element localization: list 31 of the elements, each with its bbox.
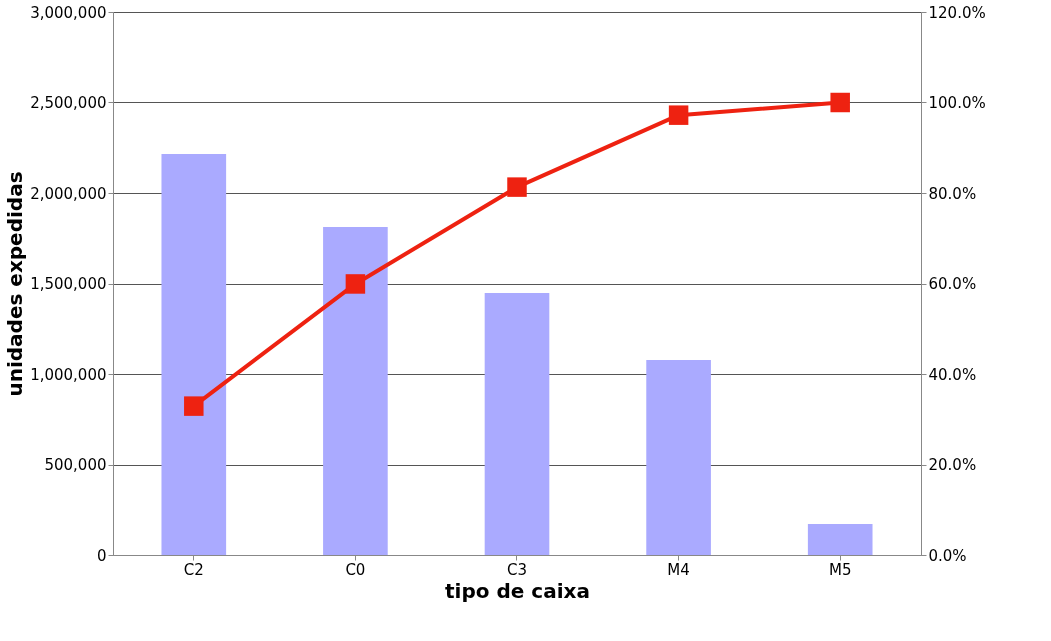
x-tick-label: M5 (828, 560, 852, 579)
y-tick-label: 2,000,000 (30, 184, 107, 203)
y2-tick-label: 40.0% (928, 365, 977, 384)
y-tick-label: 0 (96, 546, 107, 565)
y-tick-label: 500,000 (44, 456, 107, 474)
x-tick-label: C0 (345, 560, 366, 579)
bar (323, 227, 388, 555)
bar (807, 524, 873, 555)
bar (484, 292, 550, 555)
y-tick-label: 2,500,000 (30, 94, 107, 112)
x-tick-label: C3 (506, 560, 528, 579)
bar (646, 360, 711, 555)
x-tick-label: C2 (183, 560, 204, 579)
y-tick-label: 1,500,000 (30, 275, 107, 293)
y-axis-title: unidades expedidas (3, 171, 28, 397)
y2-tick-label: 100.0% (928, 94, 986, 112)
point (345, 274, 366, 294)
y2-tick-label: 120.0% (928, 3, 986, 22)
y-tick-label: 1,000,000 (30, 365, 107, 384)
y-tick-label: 3,000,000 (30, 3, 107, 22)
y2-tick-label: 0.0% (928, 546, 967, 565)
point (830, 92, 850, 113)
point (507, 177, 527, 197)
x-tick-label: M4 (667, 560, 690, 579)
point (668, 105, 689, 125)
y2-tick-label: 80.0% (928, 184, 977, 203)
x-axis-title: tipo de caixa (445, 578, 590, 603)
bar (161, 154, 227, 555)
point (184, 396, 204, 416)
y2-tick-label: 20.0% (928, 456, 977, 474)
y2-tick-label: 60.0% (928, 275, 977, 293)
